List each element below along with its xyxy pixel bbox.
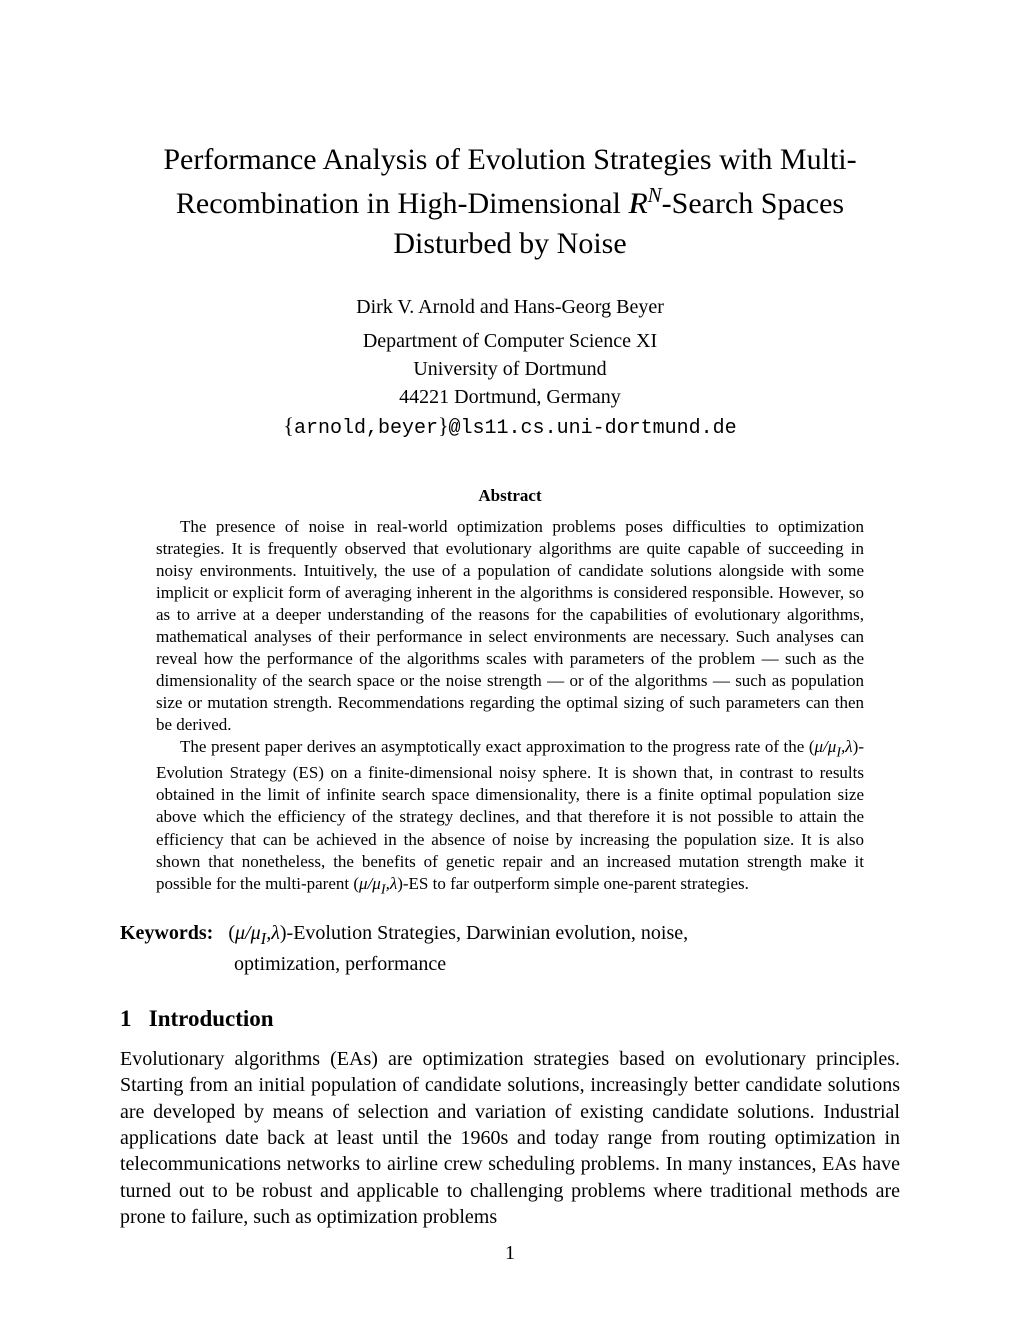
email-domain: @ls11.cs.uni-dortmund.de	[449, 417, 737, 440]
section-1-body: Evolutionary algorithms (EAs) are optimi…	[120, 1046, 900, 1231]
abstract-p2-mid2: )-ES to far outperform simple one-parent…	[397, 874, 749, 893]
authors: Dirk V. Arnold and Hans-Georg Beyer	[120, 293, 900, 321]
title-line1: Performance Analysis of Evolution Strate…	[163, 143, 856, 176]
abstract-p2-pre: The present paper derives an asymptotica…	[180, 737, 815, 756]
kw-post: )-Evolution Strategies, Darwinian evolut…	[280, 922, 688, 944]
abstract-body: The presence of noise in real-world opti…	[156, 516, 864, 899]
keywords-line1: (μ/μI,λ)-Evolution Strategies, Darwinian…	[228, 922, 688, 944]
abstract-p2-mid1: )-Evolution Strategy (ES) on a finite-di…	[156, 737, 864, 892]
title-line2-pre: Recombination in High-Dimensional	[176, 187, 628, 220]
section-1-title: Introduction	[149, 1006, 274, 1031]
email-names: arnold,beyer	[294, 417, 438, 440]
keywords-label: Keywords:	[120, 922, 213, 944]
title-line3: Disturbed by Noise	[393, 227, 626, 260]
kw-pre: (	[228, 922, 235, 944]
page-number: 1	[0, 1242, 1020, 1265]
affil-univ: University of Dortmund	[120, 355, 900, 383]
abstract-es2: μ/μI,λ	[359, 874, 397, 893]
abstract-es1: μ/μI,λ	[815, 737, 853, 756]
paper-title: Performance Analysis of Evolution Strate…	[120, 140, 900, 265]
title-line2-post: -Search Spaces	[662, 187, 844, 220]
page-container: Performance Analysis of Evolution Strate…	[0, 0, 1020, 1291]
brace-open: {	[283, 413, 294, 438]
keywords: Keywords: (μ/μI,λ)-Evolution Strategies,…	[120, 919, 900, 978]
section-1-number: 1	[120, 1006, 132, 1031]
email: {arnold,beyer}@ls11.cs.uni-dortmund.de	[120, 413, 900, 440]
title-math-R: IR	[628, 187, 647, 220]
affil-dept: Department of Computer Science XI	[120, 327, 900, 355]
affil-addr: 44221 Dortmund, Germany	[120, 383, 900, 411]
abstract-heading: Abstract	[120, 486, 900, 506]
title-math-sup: N	[648, 183, 662, 207]
abstract-p1: The presence of noise in real-world opti…	[156, 516, 864, 737]
abstract-p2: The present paper derives an asymptotica…	[156, 736, 864, 898]
kw-es: μ/μI,λ	[235, 922, 280, 944]
keywords-line2: optimization, performance	[234, 953, 446, 975]
section-1-heading: 1 Introduction	[120, 1006, 900, 1032]
brace-close: }	[438, 413, 449, 438]
